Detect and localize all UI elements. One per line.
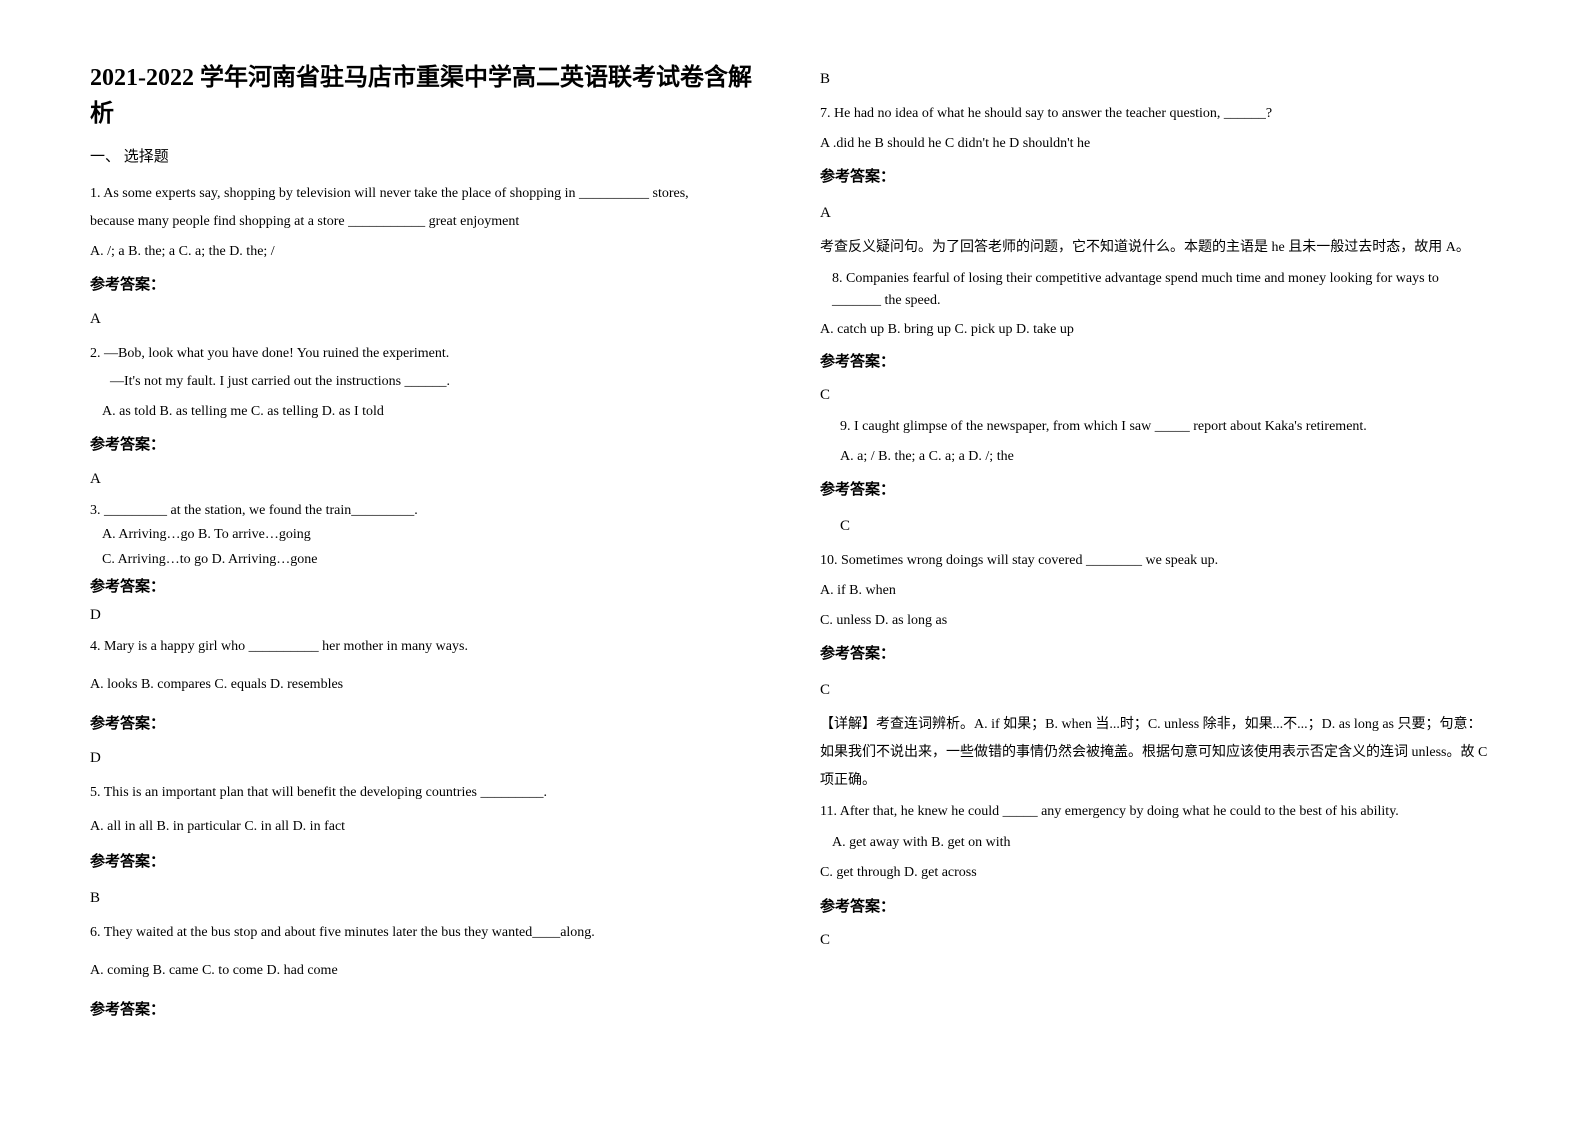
- question-stem: 3. _________ at the station, we found th…: [90, 500, 760, 522]
- question-stem: 11. After that, he knew he could _____ a…: [820, 801, 1490, 823]
- answer-label: 参考答案：: [820, 639, 1490, 669]
- answer-label: 参考答案：: [90, 430, 760, 460]
- question-options: A. if B. when: [820, 577, 1490, 605]
- answer-value: A: [90, 304, 760, 334]
- question-stem: 4. Mary is a happy girl who __________ h…: [90, 633, 760, 661]
- question-stem: 2. —Bob, look what you have done! You ru…: [90, 340, 760, 368]
- question-options: A. get away with B. get on with: [820, 832, 1490, 854]
- question-stem: 1. As some experts say, shopping by tele…: [90, 180, 760, 208]
- answer-label: 参考答案：: [820, 892, 1490, 922]
- question-1: 1. As some experts say, shopping by tele…: [90, 180, 760, 334]
- answer-label: 参考答案：: [820, 475, 1490, 505]
- answer-value: A: [90, 464, 760, 494]
- answer-value: D: [90, 603, 760, 627]
- question-9: 9. I caught glimpse of the newspaper, fr…: [820, 413, 1490, 541]
- question-options: A. /; a B. the; a C. a; the D. the; /: [90, 238, 760, 266]
- question-options: A. a; / B. the; a C. a; a D. /; the: [820, 443, 1490, 471]
- answer-value: C: [820, 383, 1490, 407]
- question-stem: 9. I caught glimpse of the newspaper, fr…: [820, 413, 1490, 441]
- question-10: 10. Sometimes wrong doings will stay cov…: [820, 547, 1490, 795]
- answer-explanation: 考查反义疑问句。为了回答老师的问题，它不知道说什么。本题的主语是 he 且未一般…: [820, 234, 1490, 262]
- question-options: C. get through D. get across: [820, 862, 1490, 884]
- question-stem: because many people find shopping at a s…: [90, 208, 760, 236]
- question-options: A. coming B. came C. to come D. had come: [90, 957, 760, 985]
- answer-label: 参考答案：: [90, 995, 760, 1025]
- answer-label: 参考答案：: [90, 575, 760, 599]
- answer-value: D: [90, 743, 760, 773]
- question-options: A. looks B. compares C. equals D. resemb…: [90, 671, 760, 699]
- question-options: A. Arriving…go B. To arrive…going: [90, 524, 760, 546]
- question-stem: 7. He had no idea of what he should say …: [820, 100, 1490, 128]
- answer-explanation: 【详解】考查连词辨析。A. if 如果；B. when 当...时；C. unl…: [820, 711, 1490, 795]
- question-4: 4. Mary is a happy girl who __________ h…: [90, 633, 760, 773]
- question-options: A. as told B. as telling me C. as tellin…: [90, 398, 760, 426]
- answer-label: 参考答案：: [820, 162, 1490, 192]
- answer-value: C: [820, 675, 1490, 705]
- question-2: 2. —Bob, look what you have done! You ru…: [90, 340, 760, 494]
- question-options: C. Arriving…to go D. Arriving…gone: [90, 549, 760, 571]
- right-column: B 7. He had no idea of what he should sa…: [820, 60, 1490, 1025]
- answer-value: B: [90, 883, 760, 913]
- answer-value: C: [820, 511, 1490, 541]
- answer-value: C: [820, 928, 1490, 952]
- question-options: C. unless D. as long as: [820, 607, 1490, 635]
- question-options: A .did he B should he C didn't he D shou…: [820, 130, 1490, 158]
- answer-label: 参考答案：: [820, 347, 1490, 377]
- exam-title: 2021-2022 学年河南省驻马店市重渠中学高二英语联考试卷含解析: [90, 60, 760, 132]
- answer-label: 参考答案：: [90, 270, 760, 300]
- question-stem: 5. This is an important plan that will b…: [90, 779, 760, 807]
- question-stem: 6. They waited at the bus stop and about…: [90, 919, 760, 947]
- left-column: 2021-2022 学年河南省驻马店市重渠中学高二英语联考试卷含解析 一、 选择…: [90, 60, 760, 1025]
- answer-value: B: [820, 64, 1490, 94]
- question-3: 3. _________ at the station, we found th…: [90, 500, 760, 627]
- question-stem: —It's not my fault. I just carried out t…: [90, 368, 760, 396]
- question-stem: 8. Companies fearful of losing their com…: [820, 268, 1490, 313]
- answer-label: 参考答案：: [90, 847, 760, 877]
- question-stem: 10. Sometimes wrong doings will stay cov…: [820, 547, 1490, 575]
- question-11: 11. After that, he knew he could _____ a…: [820, 801, 1490, 952]
- exam-page: 2021-2022 学年河南省驻马店市重渠中学高二英语联考试卷含解析 一、 选择…: [0, 0, 1587, 1065]
- question-7: 7. He had no idea of what he should say …: [820, 100, 1490, 262]
- question-options: A. catch up B. bring up C. pick up D. ta…: [820, 319, 1490, 341]
- question-options: A. all in all B. in particular C. in all…: [90, 813, 760, 841]
- question-5: 5. This is an important plan that will b…: [90, 779, 760, 913]
- answer-label: 参考答案：: [90, 709, 760, 739]
- question-8: 8. Companies fearful of losing their com…: [820, 268, 1490, 407]
- answer-value: A: [820, 198, 1490, 228]
- section-heading: 一、 选择题: [90, 142, 760, 172]
- question-6: 6. They waited at the bus stop and about…: [90, 919, 760, 1025]
